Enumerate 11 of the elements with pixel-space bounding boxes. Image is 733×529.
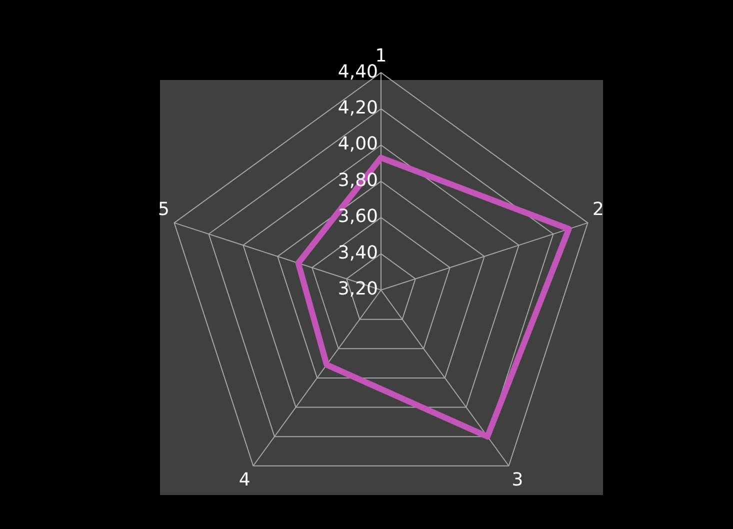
spoke-label: 2: [592, 199, 604, 220]
y-tick-label: 3,20: [338, 278, 378, 300]
y-tick-label: 4,40: [338, 61, 378, 82]
spoke-label: 3: [512, 469, 524, 490]
spoke-label: 4: [238, 469, 250, 490]
y-tick-label: 3,40: [338, 242, 378, 264]
y-tick-label: 4,00: [338, 134, 378, 155]
spoke-label: 5: [158, 199, 170, 220]
y-tick-label: 4,20: [338, 98, 378, 119]
spoke-label: 1: [375, 45, 387, 66]
y-tick-label: 3,60: [338, 206, 378, 228]
